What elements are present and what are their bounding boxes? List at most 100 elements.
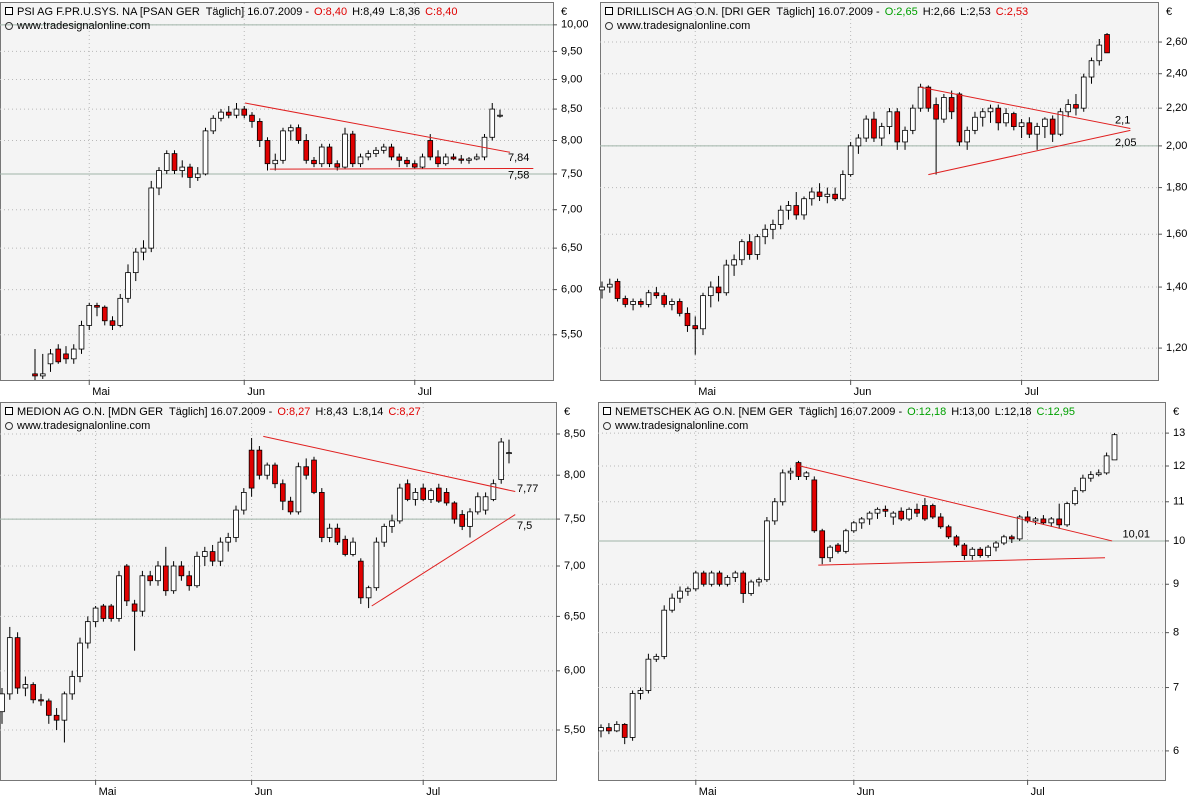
trendline (269, 167, 534, 170)
candle-body (858, 518, 865, 524)
candle-body (748, 581, 754, 594)
candle-body (941, 97, 947, 120)
candle-body (645, 658, 652, 691)
x-tick-label: Jul (426, 786, 440, 798)
quote: L:12,18 (995, 406, 1032, 418)
y-tick-label: 12 (1173, 460, 1185, 472)
candle-body (1111, 434, 1118, 461)
candle-body (357, 560, 364, 599)
y-tick-label: 5,50 (564, 724, 585, 736)
source: www.tradesignalonline.com (16, 20, 150, 32)
panel: 5,50 6,00 6,50 7,00 7,50 8,00 8,50 9,00 9,50 10,0… (0, 2, 589, 398)
candle-body (882, 508, 889, 512)
quote: L:8,36 (390, 6, 421, 18)
candle-body (661, 295, 667, 305)
candle-body (1096, 44, 1103, 62)
candle-body (209, 551, 216, 562)
candle-body (621, 723, 628, 738)
candle-body (132, 251, 139, 274)
y-tick-label: 7,50 (561, 168, 582, 180)
candle-body (92, 607, 99, 623)
candle-body (622, 298, 629, 305)
y-tick-label: 2,60 (1166, 36, 1187, 48)
chart-title-row: PSI AG F.PR.U.SYS. NA [PSAN GER Täglich]… (17, 6, 458, 18)
candle-body (677, 590, 683, 599)
currency: € (561, 6, 567, 18)
trendline (263, 435, 516, 493)
candle-body (890, 512, 897, 518)
candle-body (22, 684, 29, 689)
candle-body (801, 198, 807, 216)
candle-body (779, 472, 786, 503)
candle-body (638, 301, 644, 305)
candle-body (1088, 60, 1095, 78)
candle-body (459, 514, 466, 527)
y-tick-label: 6 (1173, 745, 1179, 757)
source: www.tradesignalonline.com (614, 420, 748, 432)
candle-body (795, 462, 802, 477)
candle-body (1042, 118, 1048, 127)
candle-body (412, 492, 419, 500)
candle-body (350, 541, 356, 555)
y-tick-label: 6,50 (561, 242, 582, 254)
candle-body (326, 146, 333, 165)
candle-body (871, 118, 877, 139)
candle-body (723, 264, 730, 294)
candle-body (653, 656, 660, 660)
candle-body (411, 163, 418, 168)
candle-body (902, 129, 908, 143)
quote: H:2,66 (923, 6, 955, 18)
candle-body (1049, 118, 1056, 135)
candle-body (898, 510, 905, 520)
candle-body (732, 572, 739, 578)
candle-body (793, 205, 800, 216)
candle-body (349, 133, 356, 165)
candle-body (700, 295, 706, 330)
candle-body (606, 283, 613, 288)
candle-body (264, 464, 271, 476)
candle-body (442, 156, 449, 165)
candle-body (53, 714, 60, 721)
candle-body (1057, 111, 1064, 135)
y-tick-label: 2,20 (1166, 102, 1187, 114)
candle-body (295, 466, 302, 513)
candle-body (473, 156, 480, 160)
candle-body (1103, 455, 1110, 474)
candle-body (450, 156, 457, 160)
candle-body (55, 348, 62, 363)
candle-body (1073, 104, 1079, 109)
candle-body (669, 597, 675, 611)
x-tick-label: Jun (255, 786, 273, 798)
candle-body (855, 137, 862, 147)
candle-body (906, 508, 912, 520)
candle-body (125, 272, 131, 299)
candle-body (1011, 113, 1017, 127)
candle-body (1016, 516, 1023, 540)
candle-body (32, 373, 38, 377)
candle-body (342, 133, 348, 168)
candle-body (972, 116, 978, 131)
y-tick-label: 8,00 (564, 469, 585, 481)
candle-body (731, 259, 737, 266)
candle-body (256, 449, 263, 476)
quote: L:2,53 (960, 6, 991, 18)
candle-body (1048, 518, 1055, 524)
candle-body (961, 544, 968, 556)
candle-body (225, 111, 232, 116)
annotation: 10,01 (1123, 528, 1151, 540)
candle-body (147, 575, 154, 582)
candle-body (186, 575, 193, 587)
candle-body (482, 496, 489, 511)
candle-body (295, 127, 302, 141)
candle-body (458, 158, 465, 161)
source-icon (5, 422, 13, 430)
candle-body (100, 605, 107, 619)
candle-body (937, 516, 944, 528)
candle-body (1080, 477, 1086, 492)
candle-body (420, 487, 427, 500)
candle-body (676, 301, 683, 314)
y-tick-label: 2,40 (1166, 68, 1187, 80)
quote: O:12,18 (907, 406, 946, 418)
annotation: 7,77 (517, 483, 538, 495)
candle-body (249, 114, 255, 122)
